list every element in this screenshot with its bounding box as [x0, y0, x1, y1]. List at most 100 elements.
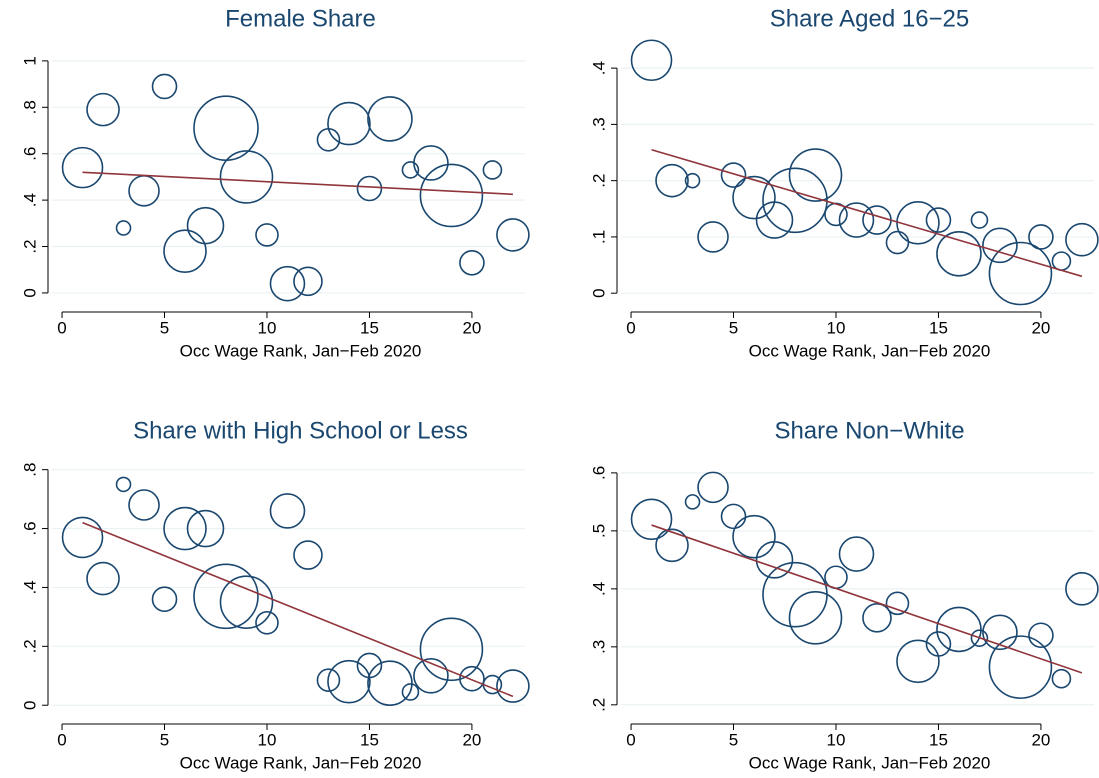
y-tick-label: 0 [20, 700, 39, 709]
x-tick-label: 5 [160, 318, 169, 337]
y-tick-label: .4 [20, 580, 39, 594]
bubble [988, 241, 1053, 306]
bubble [413, 657, 449, 694]
panel: Share with High School or Less 0 .2 .4 .6 .8 0… [20, 417, 530, 772]
bubble [219, 150, 274, 204]
bubble [163, 506, 207, 551]
bubble [838, 536, 875, 572]
bubble [255, 610, 279, 635]
bubble [496, 669, 530, 703]
y-tick-label: .2 [589, 174, 608, 188]
y-tick-label: .2 [20, 639, 39, 653]
x-tick-label: 0 [626, 318, 635, 337]
fit-line [651, 524, 1083, 674]
bubble [838, 202, 875, 238]
bubble [732, 514, 776, 559]
bubble [925, 207, 952, 233]
bubble [720, 503, 747, 530]
fit-line [651, 148, 1083, 278]
x-axis-title: Occ Wage Rank, Jan−Feb 2020 [749, 341, 991, 360]
bubble [762, 561, 828, 628]
x-tick-label: 20 [1031, 318, 1050, 337]
chart-title: Share Aged 16−25 [770, 5, 970, 32]
bubble [732, 175, 776, 220]
bubble [219, 575, 274, 629]
bubble [755, 541, 794, 579]
fit-line [82, 171, 513, 196]
bubble [269, 265, 306, 302]
chart-title: Share with High School or Less [133, 417, 468, 444]
bubble [293, 266, 323, 297]
bubble [163, 229, 207, 273]
bubble [896, 639, 940, 684]
bubble [655, 528, 689, 563]
y-tick-label: .4 [20, 193, 39, 207]
y-tick-label: .6 [20, 521, 39, 535]
bubble [419, 163, 484, 228]
x-tick-label: 5 [729, 730, 738, 749]
bubble [684, 494, 701, 510]
bubble [885, 230, 910, 255]
y-tick-label: 0 [20, 288, 39, 297]
bubble [86, 92, 120, 127]
x-tick-label: 5 [729, 318, 738, 337]
bubble [720, 162, 747, 188]
bubble [316, 668, 341, 692]
x-tick-label: 0 [57, 318, 66, 337]
bubble [1065, 222, 1099, 257]
x-tick-label: 10 [827, 318, 846, 337]
bubble [755, 201, 794, 239]
bubble [367, 660, 413, 706]
bubble [61, 516, 104, 559]
x-tick-label: 20 [1031, 730, 1050, 749]
bubble [885, 591, 910, 616]
bubble [401, 161, 420, 179]
x-tick-label: 5 [160, 730, 169, 749]
bubble [255, 223, 279, 247]
x-tick-label: 20 [462, 318, 481, 337]
bubble [327, 101, 371, 146]
bubble [186, 206, 225, 245]
bubble [115, 220, 132, 236]
bubble [459, 665, 485, 692]
bubble [327, 659, 371, 704]
bubble [115, 476, 132, 493]
bubble [630, 498, 673, 541]
bubble [655, 163, 689, 198]
bubble [896, 201, 940, 245]
x-tick-label: 0 [626, 730, 635, 749]
bubble [970, 211, 989, 229]
panel: Share Non−White .2 .3 .4 .5 .6 0 5 10 15 20 Occ Wag… [589, 417, 1099, 772]
bubble [788, 148, 843, 202]
bubble [151, 586, 178, 613]
bubble [697, 471, 729, 504]
x-tick-label: 20 [462, 730, 481, 749]
bubble [128, 175, 160, 207]
bubble [419, 617, 484, 682]
chart-title: Female Share [225, 5, 376, 32]
bubble [413, 145, 449, 181]
bubble [684, 172, 701, 189]
y-tick-label: .8 [20, 463, 39, 477]
bubble [982, 614, 1018, 651]
x-tick-label: 10 [827, 730, 846, 749]
x-axis-title: Occ Wage Rank, Jan−Feb 2020 [180, 753, 422, 772]
y-tick-label: .6 [589, 466, 608, 480]
bubble [762, 167, 828, 234]
bubble [1051, 251, 1072, 271]
bubble [936, 231, 982, 277]
bubble [151, 73, 178, 100]
x-tick-label: 15 [929, 730, 948, 749]
bubble [269, 493, 306, 529]
bubble [61, 146, 104, 189]
bubble [862, 603, 892, 633]
bubble [367, 96, 413, 142]
y-tick-label: .4 [589, 61, 608, 75]
chart-title: Share Non−White [774, 417, 964, 444]
bubble [293, 540, 323, 570]
x-tick-label: 15 [360, 318, 379, 337]
panel: Share Aged 16−25 0 .1 .2 .3 .4 0 5 10 15 20 Occ Wag… [589, 5, 1099, 360]
